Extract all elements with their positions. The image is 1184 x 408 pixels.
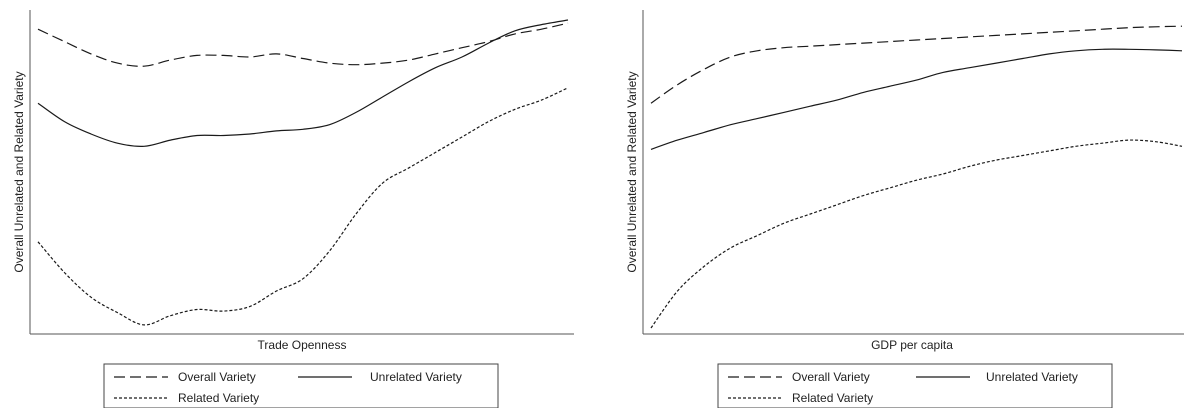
plot-area bbox=[650, 25, 1183, 329]
series-line-overall-variety bbox=[650, 25, 1183, 104]
chart-panel-trade-openness: Trade Openness Overall Unrelated and Rel… bbox=[12, 10, 574, 352]
legend-label-unrelated: Unrelated Variety bbox=[986, 370, 1078, 384]
legend: Overall Variety Unrelated Variety Relate… bbox=[717, 363, 1113, 408]
series-line-related-variety bbox=[650, 139, 1183, 329]
series-line-overall-variety bbox=[37, 22, 569, 67]
legend-label-related: Related Variety bbox=[178, 391, 259, 405]
chart-panel-gdp-per-capita: GDP per capita Overall Unrelated and Rel… bbox=[625, 10, 1184, 352]
series-line-related-variety bbox=[37, 87, 569, 326]
y-axis-label: Overall Unrelated and Related Variety bbox=[12, 71, 26, 272]
legend-box bbox=[717, 363, 1113, 408]
legend-label-overall: Overall Variety bbox=[178, 370, 256, 384]
legend: Overall Variety Unrelated Variety Relate… bbox=[103, 363, 499, 408]
plot-area bbox=[37, 19, 569, 326]
legend-label-related: Related Variety bbox=[792, 391, 873, 405]
legend-label-unrelated: Unrelated Variety bbox=[370, 370, 462, 384]
x-axis-label: GDP per capita bbox=[871, 338, 953, 352]
series-line-unrelated-variety bbox=[650, 48, 1183, 150]
legend-label-overall: Overall Variety bbox=[792, 370, 870, 384]
series-line-unrelated-variety bbox=[37, 19, 569, 147]
x-axis-label: Trade Openness bbox=[258, 338, 347, 352]
y-axis-label: Overall Unrelated and Related Variety bbox=[625, 71, 639, 272]
legend-box bbox=[103, 363, 499, 408]
